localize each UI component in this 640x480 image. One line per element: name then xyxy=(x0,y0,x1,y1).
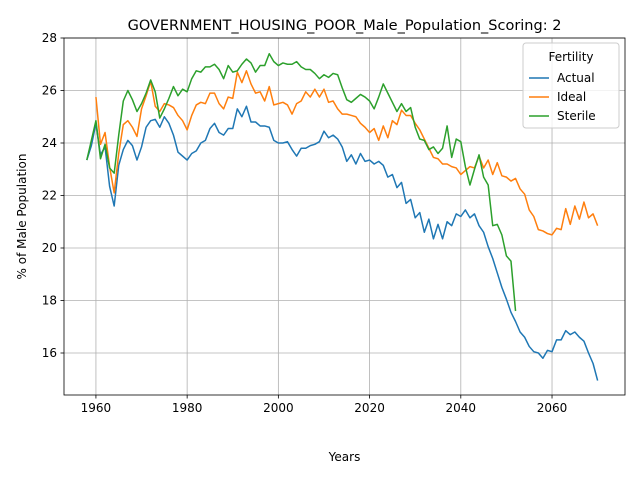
gridlines xyxy=(64,37,625,395)
x-axis-label: Years xyxy=(328,450,361,464)
y-axis-label: % of Male Population xyxy=(15,154,29,280)
chart-title: GOVERNMENT_HOUSING_POOR_Male_Population_… xyxy=(128,18,562,34)
legend-label-actual: Actual xyxy=(557,71,595,85)
x-tick-label: 2020 xyxy=(354,401,385,415)
legend-label-sterile: Sterile xyxy=(557,109,596,123)
y-tick-label: 16 xyxy=(42,346,57,360)
legend-title: Fertility xyxy=(548,50,593,64)
y-tick-label: 24 xyxy=(42,136,57,150)
series-line-sterile xyxy=(86,53,517,312)
x-tick-label: 2060 xyxy=(537,401,568,415)
y-tick-label: 18 xyxy=(42,294,57,308)
legend: Fertility Actual Ideal Sterile xyxy=(522,42,620,129)
series-lines xyxy=(86,53,599,381)
axis-ticks: 1960 1980 2000 2020 2040 2060 16 18 20 22 24 26 28 xyxy=(42,31,568,415)
y-tick-label: 26 xyxy=(42,84,57,98)
series-line-actual xyxy=(86,105,599,381)
x-tick-label: 1960 xyxy=(81,401,112,415)
y-tick-label: 20 xyxy=(42,241,57,255)
legend-entries: Actual Ideal Sterile xyxy=(529,71,596,123)
y-tick-label: 28 xyxy=(42,31,57,45)
series-line-ideal xyxy=(95,70,599,236)
plot-frame xyxy=(63,37,626,396)
y-tick-label: 22 xyxy=(42,189,57,203)
legend-box xyxy=(522,42,620,129)
x-tick-label: 2000 xyxy=(263,401,294,415)
x-tick-label: 1980 xyxy=(172,401,203,415)
x-tick-label: 2040 xyxy=(446,401,477,415)
legend-label-ideal: Ideal xyxy=(557,90,586,104)
